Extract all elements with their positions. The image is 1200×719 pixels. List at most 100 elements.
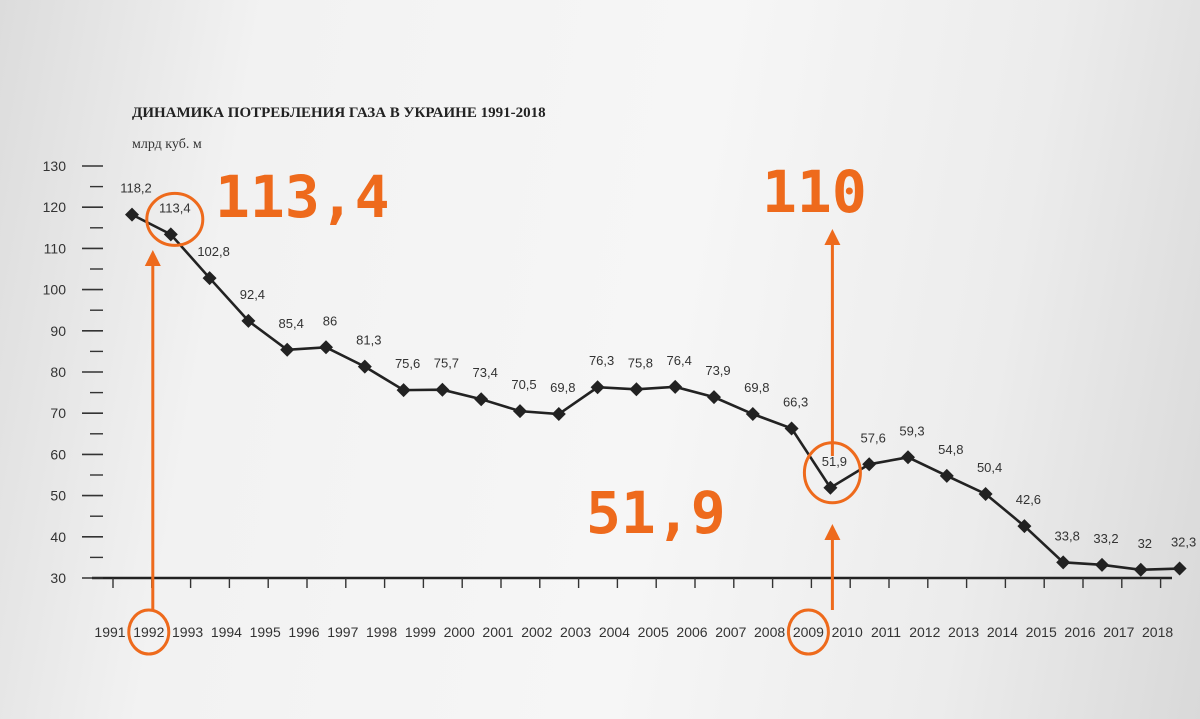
y-tick-label: 70 [50, 405, 66, 421]
x-tick-label: 2016 [1064, 624, 1095, 640]
x-tick-label: 2003 [560, 624, 591, 640]
data-point [707, 390, 721, 405]
x-tick-label: 2013 [948, 624, 979, 640]
data-point [784, 421, 799, 436]
x-tick-label: 2011 [871, 624, 901, 640]
data-label: 54,8 [938, 442, 963, 457]
data-label: 69,8 [744, 380, 769, 395]
data-label: 32,3 [1171, 535, 1196, 550]
unit-label: млрд куб. м [132, 137, 202, 152]
data-label: 92,4 [240, 287, 265, 302]
annotation-big-label: 113,4 [215, 163, 390, 231]
data-point [513, 404, 527, 419]
data-label: 102,8 [197, 244, 230, 259]
chart-title: ДИНАМИКА ПОТРЕБЛЕНИЯ ГАЗА В УКРАИНЕ 1991… [132, 105, 546, 121]
x-tick-label: 2005 [638, 624, 669, 640]
data-point [435, 382, 450, 397]
data-point [1017, 519, 1032, 534]
data-point [862, 457, 877, 472]
x-tick-label: 1992 [133, 624, 164, 640]
y-tick-label: 50 [50, 488, 66, 504]
data-label: 75,8 [628, 355, 653, 370]
data-label: 81,3 [356, 333, 381, 348]
data-label: 50,4 [977, 460, 1002, 475]
data-label: 76,4 [667, 353, 692, 368]
data-label: 57,6 [861, 430, 886, 445]
data-label: 33,8 [1055, 528, 1080, 543]
x-tick-label: 2001 [482, 624, 513, 640]
data-point [668, 379, 683, 394]
data-label: 73,9 [705, 363, 730, 378]
y-tick-label: 120 [43, 199, 67, 215]
data-label: 66,3 [783, 394, 808, 409]
y-tick-label: 60 [50, 446, 66, 462]
data-label: 51,9 [822, 454, 847, 469]
data-label: 32 [1138, 536, 1152, 551]
data-point [551, 407, 566, 422]
x-tick-label: 2006 [676, 624, 707, 640]
y-tick-label: 110 [44, 240, 67, 256]
data-label: 86 [323, 313, 337, 328]
x-tick-label: 2015 [1026, 624, 1057, 640]
y-tick-label: 100 [43, 282, 67, 298]
x-tick-label: 2010 [832, 624, 863, 640]
data-label: 59,3 [899, 423, 924, 438]
data-point [1095, 557, 1109, 572]
data-label: 73,4 [473, 365, 498, 380]
data-point [978, 486, 993, 501]
x-tick-label: 2017 [1103, 624, 1134, 640]
annotation-big-label: 110 [762, 158, 867, 226]
arrow-2009-lower-head [824, 524, 841, 540]
x-tick-label: 1991 [94, 624, 125, 640]
highlight-circle-1992-value [145, 191, 205, 247]
x-tick-label: 2012 [909, 624, 940, 640]
annotation-big-label: 51,9 [586, 479, 726, 547]
annotations: 113,4 110 51,9 [127, 158, 867, 656]
highlight-circle-1992-year [127, 608, 171, 656]
x-tick-label: 1998 [366, 624, 397, 640]
x-tick-label: 2007 [715, 624, 746, 640]
data-point [241, 313, 256, 328]
data-point [163, 227, 178, 242]
y-tick-label: 30 [50, 570, 66, 586]
data-label: 76,3 [589, 353, 614, 368]
x-tick-label: 2004 [599, 624, 630, 640]
series-polyline [131, 213, 1180, 572]
data-label: 33,2 [1093, 531, 1118, 546]
data-point [1172, 561, 1187, 576]
arrow-1992-head [144, 250, 161, 266]
x-tick-label: 2009 [793, 624, 824, 640]
data-point [590, 380, 605, 395]
data-point [280, 342, 295, 357]
x-tick-label: 1997 [327, 624, 358, 640]
data-point [125, 207, 139, 222]
data-point [939, 468, 954, 483]
arrow-2009-upper-head [824, 229, 841, 245]
data-point [745, 407, 760, 422]
x-tick-label: 2008 [754, 624, 785, 640]
y-tick-label: 80 [50, 364, 66, 380]
data-label: 42,6 [1016, 492, 1041, 507]
data-point [396, 383, 411, 398]
y-tick-label: 40 [50, 529, 66, 545]
data-label: 85,4 [279, 316, 304, 331]
data-label: 113,4 [159, 200, 191, 215]
series-line: 118,2 113,4 102,8 92,4 85,4 86 81,3 75,6 75,7 73,… [120, 181, 1196, 577]
data-point [1056, 555, 1071, 570]
data-point [629, 382, 644, 397]
axes: 130 120 110 100 90 80 70 60 50 40 30 1991 1992 1993 19… [43, 158, 1174, 640]
x-tick-label: 2000 [444, 624, 475, 640]
x-tick-label: 1995 [250, 624, 281, 640]
data-label: 70,5 [511, 377, 536, 392]
data-label: 75,7 [434, 356, 459, 371]
data-point [1133, 562, 1148, 577]
data-label: 118,2 [120, 181, 152, 196]
y-tick-label: 130 [43, 158, 67, 174]
data-label: 69,8 [550, 380, 575, 395]
x-tick-label: 2018 [1142, 624, 1173, 640]
data-point [357, 359, 372, 374]
data-label: 75,6 [395, 356, 420, 371]
x-tick-label: 1994 [211, 624, 242, 640]
